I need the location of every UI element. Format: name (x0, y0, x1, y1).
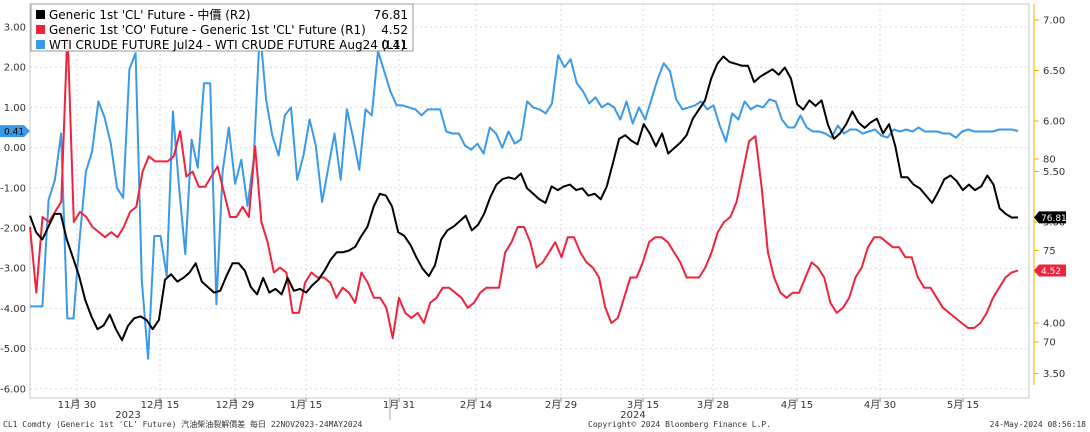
y-left-tick-label: -6.00 (0, 384, 26, 395)
legend-swatch (36, 25, 45, 34)
x-tick-label: 4月 15 (781, 399, 813, 411)
y-left-tick-label: -4.00 (0, 304, 26, 315)
legend-label: WTI CRUDE FUTURE Jul24 - WTI CRUDE FUTUR… (49, 38, 405, 52)
series-lines (29, 28, 1019, 360)
legend-swatch (36, 10, 45, 19)
tag-bg (0, 125, 30, 138)
last-value-tag: 76.81 (1034, 211, 1067, 224)
legend-value: 0.41 (381, 38, 408, 52)
tag-text: 76.81 (1041, 214, 1067, 224)
year-label: 2024 (620, 410, 645, 421)
series-line-r1 (29, 29, 1019, 340)
y-left-tick-label: -1.00 (0, 183, 26, 194)
footer-left-text: CL1 Comdty (Generic 1st 'CL' Future) 汽油柴… (3, 419, 363, 429)
last-value-tag: 4.52 (1034, 264, 1066, 277)
y-left-tick-label: -5.00 (0, 344, 26, 355)
y-right2-tick-label: 75 (1043, 246, 1056, 257)
y-right1-tick-label: 7.00 (1043, 16, 1065, 27)
legend-swatch (36, 40, 45, 49)
series-line-r2 (29, 55, 1019, 342)
x-tick-label: 3月 28 (697, 399, 729, 411)
axes: 3.00 2.00 1.00 0.00 -1.00 -2.00 -3.00 -4.00 -5.0… (0, 3, 1065, 421)
tag-bg (1034, 211, 1066, 224)
footer-timestamp: 24-May-2024 08:56:18 (990, 420, 1087, 429)
footer-copyright: Copyright© 2024 Bloomberg Finance L.P. (588, 420, 771, 429)
year-label: 2023 (115, 410, 140, 421)
y-right1-tick-label: 4.00 (1043, 319, 1065, 330)
tag-text: 4.52 (1041, 267, 1061, 277)
tag-bg (1034, 264, 1066, 277)
x-tick-label: 12月 15 (141, 399, 180, 411)
x-tick-label: 12月 29 (216, 399, 255, 411)
x-tick-label: 1月 31 (383, 399, 415, 411)
y-right1-tick-label: 6.00 (1043, 117, 1065, 128)
x-tick-label: 3月 15 (627, 399, 659, 411)
last-value-tags: 0.41 76.81 4.52 (0, 125, 1067, 277)
legend-item: Generic 1st 'CL' Future - 中價 (R2) 76.81 (36, 7, 408, 22)
tag-text: 0.41 (4, 128, 24, 138)
y-left-tick-label: 3.00 (4, 23, 26, 34)
x-tick-label: 11月 30 (58, 399, 97, 411)
y-left-tick-label: 0.00 (4, 143, 26, 154)
y-left-tick-label: 2.00 (4, 63, 26, 74)
legend-value: 4.52 (381, 23, 408, 37)
plot-frame (29, 3, 1030, 399)
legend-label: Generic 1st 'CL' Future - 中價 (R2) (49, 7, 251, 22)
legend: Generic 1st 'CL' Future - 中價 (R2) 76.81Ge… (30, 3, 414, 52)
series-line-l1 (30, 28, 1019, 360)
last-value-tag: 0.41 (0, 125, 30, 138)
x-tick-label: 5月 15 (947, 399, 979, 411)
legend-value: 76.81 (374, 8, 408, 22)
y-right1-tick-label: 3.50 (1043, 369, 1065, 380)
y-right1-tick-label: 6.50 (1043, 66, 1065, 77)
x-tick-label: 1月 15 (290, 399, 322, 411)
x-tick-label: 2月 14 (460, 399, 492, 411)
y-left-tick-label: -3.00 (0, 264, 26, 275)
y-right1-tick-label: 5.50 (1043, 167, 1065, 178)
y-right2-tick-label: 80 (1043, 155, 1056, 166)
legend-box (30, 3, 414, 52)
y-left-tick-label: 1.00 (4, 103, 26, 114)
y-left-tick-label: -2.00 (0, 224, 26, 235)
x-tick-label: 2月 29 (545, 399, 577, 411)
legend-item: WTI CRUDE FUTURE Jul24 - WTI CRUDE FUTUR… (36, 38, 408, 52)
footer: CL1 Comdty (Generic 1st 'CL' Future) 汽油柴… (3, 419, 1086, 429)
legend-label: Generic 1st 'CO' Future - Generic 1st 'C… (49, 23, 366, 37)
y-right2-tick-label: 70 (1043, 338, 1056, 349)
x-tick-label: 4月 30 (864, 399, 896, 411)
legend-item: Generic 1st 'CO' Future - Generic 1st 'C… (36, 23, 408, 37)
